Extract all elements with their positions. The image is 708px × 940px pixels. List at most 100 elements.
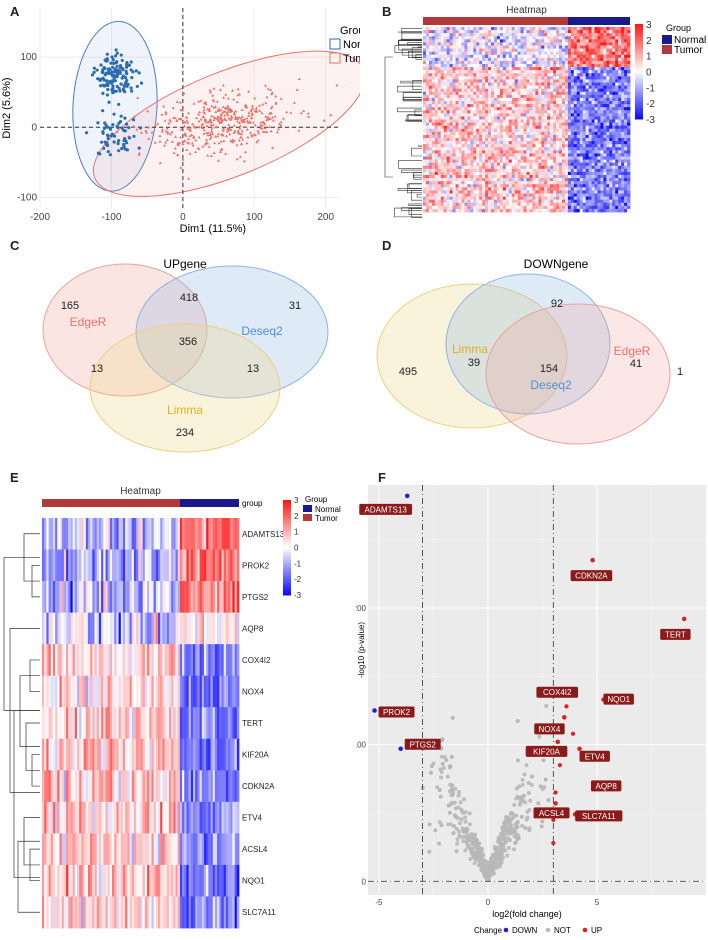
heatmap-cell [594,181,598,185]
heatmap-title: Heatmap [506,5,547,16]
heatmap-cell [606,122,610,127]
tumor-point [329,113,333,117]
heatmap-cell [514,45,519,49]
heatmap-cell [615,51,619,56]
heatmap-cell [526,202,530,207]
heatmap-cell [567,208,572,213]
heatmap-cell [621,104,625,108]
heatmap-cell [488,27,492,31]
heatmap-cell [470,42,474,46]
heatmap-cell [511,208,516,213]
normal-point [98,152,102,156]
heatmap-cell [505,131,510,136]
heatmap-cell [423,73,427,77]
heatmap-cell [550,27,554,31]
heatmap-cell [538,107,542,111]
heatmap-cell [561,51,566,56]
heatmap-cell [440,181,445,185]
heatmap-cell [502,82,507,86]
heatmap-cell [526,116,530,120]
normal-point [99,84,103,88]
heatmap-cell [591,104,595,108]
heatmap-cell [564,156,569,160]
heatmap-cell [627,70,631,74]
heatmap-cell [467,113,471,117]
heatmap-cell [538,119,542,123]
heatmap-cell [449,91,453,96]
heatmap-cell [612,184,616,188]
heatmap-cell [461,101,465,105]
heatmap-cell [485,79,489,83]
heatmap-cell [564,101,569,105]
heatmap-cell [508,51,513,56]
heatmap-cell [556,97,560,102]
heatmap-cell [529,144,533,148]
tumor-point [162,104,166,108]
heatmap-cell [485,159,489,164]
heatmap-cell [479,67,483,71]
heatmap-cell [473,153,477,157]
heatmap-cell [473,199,477,204]
heatmap-cell [573,57,578,62]
heatmap-cell [588,144,592,148]
tumor-point [220,120,224,123]
heatmap-cell [437,175,442,179]
heatmap-cell [609,190,613,194]
heatmap-cell [529,64,533,68]
heatmap-cell [470,64,474,68]
heatmap-cell [579,45,584,49]
heatmap-cell [508,33,513,37]
heatmap-cell [428,193,433,197]
heatmap-cell [550,181,554,185]
heatmap-cell [505,119,510,123]
heatmap-cell [615,27,619,31]
heatmap-cell [520,51,524,56]
heatmap-cell [550,190,554,194]
heatmap-cell [493,30,498,34]
colorbar-segment [635,71,643,75]
heatmap-cell [502,122,507,127]
heatmap-cell [603,144,607,148]
heatmap-cell [553,97,557,102]
legend-normal-swatch [662,35,672,44]
heatmap-cell [609,110,613,114]
heatmap-cell [567,202,572,207]
heatmap-cell [479,88,483,93]
heatmap-cell [428,122,433,127]
heatmap-cell [520,42,524,46]
heatmap-cell [449,131,453,136]
heatmap-cell [496,165,501,170]
heatmap-cell [541,147,545,151]
heatmap-cell [553,141,557,145]
normal-point [111,78,115,83]
heatmap-cell [434,144,439,148]
heatmap-cell [470,101,474,105]
heatmap-cell [567,122,572,127]
heatmap-cell [618,97,622,102]
heatmap-cell [561,199,566,204]
heatmap-cell [508,70,513,74]
heatmap-cell [615,42,619,46]
heatmap-cell [496,85,501,90]
heatmap-cell [464,51,468,56]
heatmap-cell [505,171,510,176]
heatmap-cell [508,79,513,83]
heatmap-cell [423,30,427,34]
heatmap-cell [425,144,430,148]
heatmap-cell [458,101,462,105]
tumor-point [219,88,223,91]
heatmap-cell [425,199,430,204]
normal-point [84,131,89,135]
heatmap-cell [573,190,578,194]
heatmap-cell [544,79,548,83]
heatmap-cell [570,147,575,151]
heatmap-cell [473,156,477,160]
heatmap-cell [591,208,595,213]
heatmap-cell [609,138,613,142]
heatmap-cell [488,54,492,59]
heatmap-cell [508,39,513,43]
heatmap-cell [461,104,465,108]
heatmap-cell [624,181,628,185]
heatmap-cell [476,208,480,213]
heatmap-cell [526,113,530,117]
